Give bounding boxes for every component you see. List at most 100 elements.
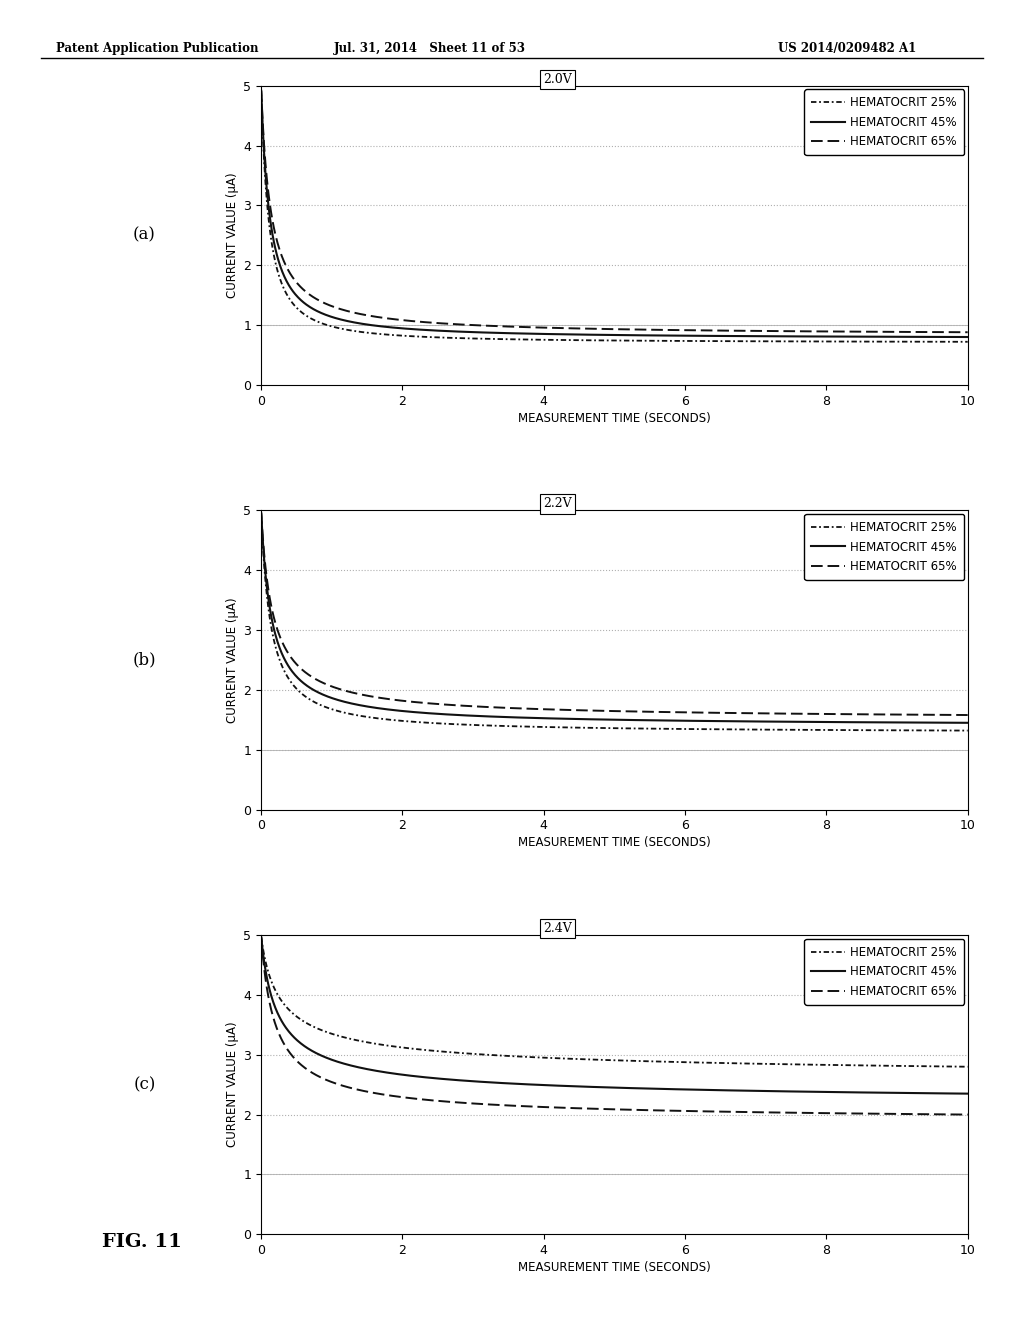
- Text: (b): (b): [133, 652, 157, 668]
- HEMATOCRIT 25%: [740, 722, 753, 738]
- HEMATOCRIT 45%: [541, 710, 553, 726]
- Line: HEMATOCRIT 25%: HEMATOCRIT 25%: [261, 513, 968, 730]
- Text: US 2014/0209482 A1: US 2014/0209482 A1: [778, 42, 916, 55]
- HEMATOCRIT 65%: [818, 706, 830, 722]
- HEMATOCRIT 45%: [818, 1084, 830, 1100]
- HEMATOCRIT 45%: [806, 714, 818, 730]
- Text: Patent Application Publication: Patent Application Publication: [56, 42, 259, 55]
- HEMATOCRIT 45%: [328, 1052, 340, 1068]
- HEMATOCRIT 65%: [740, 323, 753, 339]
- HEMATOCRIT 45%: [818, 329, 830, 345]
- HEMATOCRIT 45%: [255, 506, 267, 521]
- HEMATOCRIT 25%: [328, 702, 340, 718]
- X-axis label: MEASUREMENT TIME (SECONDS): MEASUREMENT TIME (SECONDS): [518, 837, 711, 850]
- HEMATOCRIT 65%: [962, 1106, 974, 1122]
- HEMATOCRIT 25%: [255, 506, 267, 521]
- HEMATOCRIT 45%: [962, 715, 974, 731]
- HEMATOCRIT 25%: [962, 334, 974, 350]
- Y-axis label: CURRENT VALUE (μA): CURRENT VALUE (μA): [226, 173, 240, 298]
- HEMATOCRIT 25%: [566, 1051, 579, 1067]
- Text: Jul. 31, 2014   Sheet 11 of 53: Jul. 31, 2014 Sheet 11 of 53: [334, 42, 526, 55]
- HEMATOCRIT 65%: [566, 321, 579, 337]
- HEMATOCRIT 25%: [740, 1056, 753, 1072]
- HEMATOCRIT 25%: [328, 1027, 340, 1043]
- HEMATOCRIT 45%: [806, 1084, 818, 1100]
- HEMATOCRIT 25%: [818, 334, 830, 350]
- HEMATOCRIT 25%: [806, 722, 818, 738]
- HEMATOCRIT 65%: [566, 702, 579, 718]
- Text: (a): (a): [133, 227, 156, 244]
- Legend: HEMATOCRIT 25%, HEMATOCRIT 45%, HEMATOCRIT 65%: HEMATOCRIT 25%, HEMATOCRIT 45%, HEMATOCR…: [805, 90, 965, 156]
- HEMATOCRIT 25%: [566, 719, 579, 735]
- HEMATOCRIT 45%: [806, 329, 818, 345]
- HEMATOCRIT 65%: [962, 325, 974, 341]
- HEMATOCRIT 25%: [818, 1057, 830, 1073]
- HEMATOCRIT 65%: [541, 319, 553, 335]
- HEMATOCRIT 25%: [806, 334, 818, 350]
- HEMATOCRIT 25%: [541, 719, 553, 735]
- Y-axis label: CURRENT VALUE (μA): CURRENT VALUE (μA): [226, 1022, 240, 1147]
- HEMATOCRIT 65%: [806, 706, 818, 722]
- Legend: HEMATOCRIT 25%, HEMATOCRIT 45%, HEMATOCRIT 65%: HEMATOCRIT 25%, HEMATOCRIT 45%, HEMATOCR…: [805, 513, 965, 581]
- Line: HEMATOCRIT 65%: HEMATOCRIT 65%: [261, 91, 968, 333]
- HEMATOCRIT 45%: [255, 83, 267, 99]
- HEMATOCRIT 25%: [962, 722, 974, 738]
- HEMATOCRIT 25%: [566, 333, 579, 348]
- HEMATOCRIT 25%: [541, 1049, 553, 1065]
- HEMATOCRIT 65%: [255, 83, 267, 99]
- Line: HEMATOCRIT 25%: HEMATOCRIT 25%: [261, 91, 968, 342]
- Text: 2.0V: 2.0V: [544, 73, 572, 86]
- HEMATOCRIT 65%: [541, 701, 553, 717]
- HEMATOCRIT 65%: [541, 1100, 553, 1115]
- HEMATOCRIT 45%: [818, 714, 830, 730]
- HEMATOCRIT 45%: [255, 929, 267, 945]
- Line: HEMATOCRIT 45%: HEMATOCRIT 45%: [261, 937, 968, 1094]
- HEMATOCRIT 65%: [328, 1074, 340, 1090]
- Line: HEMATOCRIT 45%: HEMATOCRIT 45%: [261, 513, 968, 723]
- HEMATOCRIT 65%: [566, 1100, 579, 1115]
- X-axis label: MEASUREMENT TIME (SECONDS): MEASUREMENT TIME (SECONDS): [518, 1261, 711, 1274]
- HEMATOCRIT 65%: [806, 323, 818, 339]
- HEMATOCRIT 65%: [962, 708, 974, 723]
- HEMATOCRIT 65%: [818, 323, 830, 339]
- HEMATOCRIT 45%: [328, 690, 340, 706]
- Line: HEMATOCRIT 25%: HEMATOCRIT 25%: [261, 937, 968, 1067]
- HEMATOCRIT 45%: [740, 329, 753, 345]
- HEMATOCRIT 65%: [740, 1104, 753, 1119]
- HEMATOCRIT 45%: [541, 326, 553, 342]
- HEMATOCRIT 25%: [541, 331, 553, 347]
- Text: 2.4V: 2.4V: [544, 923, 572, 935]
- Line: HEMATOCRIT 45%: HEMATOCRIT 45%: [261, 91, 968, 337]
- HEMATOCRIT 65%: [740, 705, 753, 721]
- HEMATOCRIT 65%: [255, 929, 267, 945]
- HEMATOCRIT 25%: [806, 1057, 818, 1073]
- HEMATOCRIT 25%: [328, 319, 340, 335]
- Text: (c): (c): [133, 1076, 156, 1093]
- Text: 2.2V: 2.2V: [544, 498, 572, 511]
- HEMATOCRIT 45%: [566, 711, 579, 727]
- HEMATOCRIT 65%: [328, 678, 340, 694]
- HEMATOCRIT 25%: [962, 1059, 974, 1074]
- Y-axis label: CURRENT VALUE (μA): CURRENT VALUE (μA): [226, 597, 240, 723]
- HEMATOCRIT 45%: [566, 326, 579, 342]
- Text: FIG. 11: FIG. 11: [102, 1233, 182, 1251]
- HEMATOCRIT 65%: [328, 298, 340, 314]
- HEMATOCRIT 45%: [962, 1086, 974, 1102]
- HEMATOCRIT 25%: [740, 334, 753, 350]
- HEMATOCRIT 45%: [566, 1078, 579, 1094]
- X-axis label: MEASUREMENT TIME (SECONDS): MEASUREMENT TIME (SECONDS): [518, 412, 711, 425]
- HEMATOCRIT 25%: [255, 83, 267, 99]
- HEMATOCRIT 65%: [806, 1105, 818, 1121]
- HEMATOCRIT 45%: [328, 309, 340, 325]
- Line: HEMATOCRIT 65%: HEMATOCRIT 65%: [261, 937, 968, 1114]
- Legend: HEMATOCRIT 25%, HEMATOCRIT 45%, HEMATOCRIT 65%: HEMATOCRIT 25%, HEMATOCRIT 45%, HEMATOCR…: [805, 939, 965, 1005]
- HEMATOCRIT 45%: [740, 1082, 753, 1098]
- HEMATOCRIT 65%: [255, 506, 267, 521]
- HEMATOCRIT 45%: [541, 1077, 553, 1093]
- Line: HEMATOCRIT 65%: HEMATOCRIT 65%: [261, 513, 968, 715]
- HEMATOCRIT 65%: [818, 1105, 830, 1121]
- HEMATOCRIT 25%: [255, 929, 267, 945]
- HEMATOCRIT 45%: [740, 714, 753, 730]
- HEMATOCRIT 25%: [818, 722, 830, 738]
- HEMATOCRIT 45%: [962, 329, 974, 345]
